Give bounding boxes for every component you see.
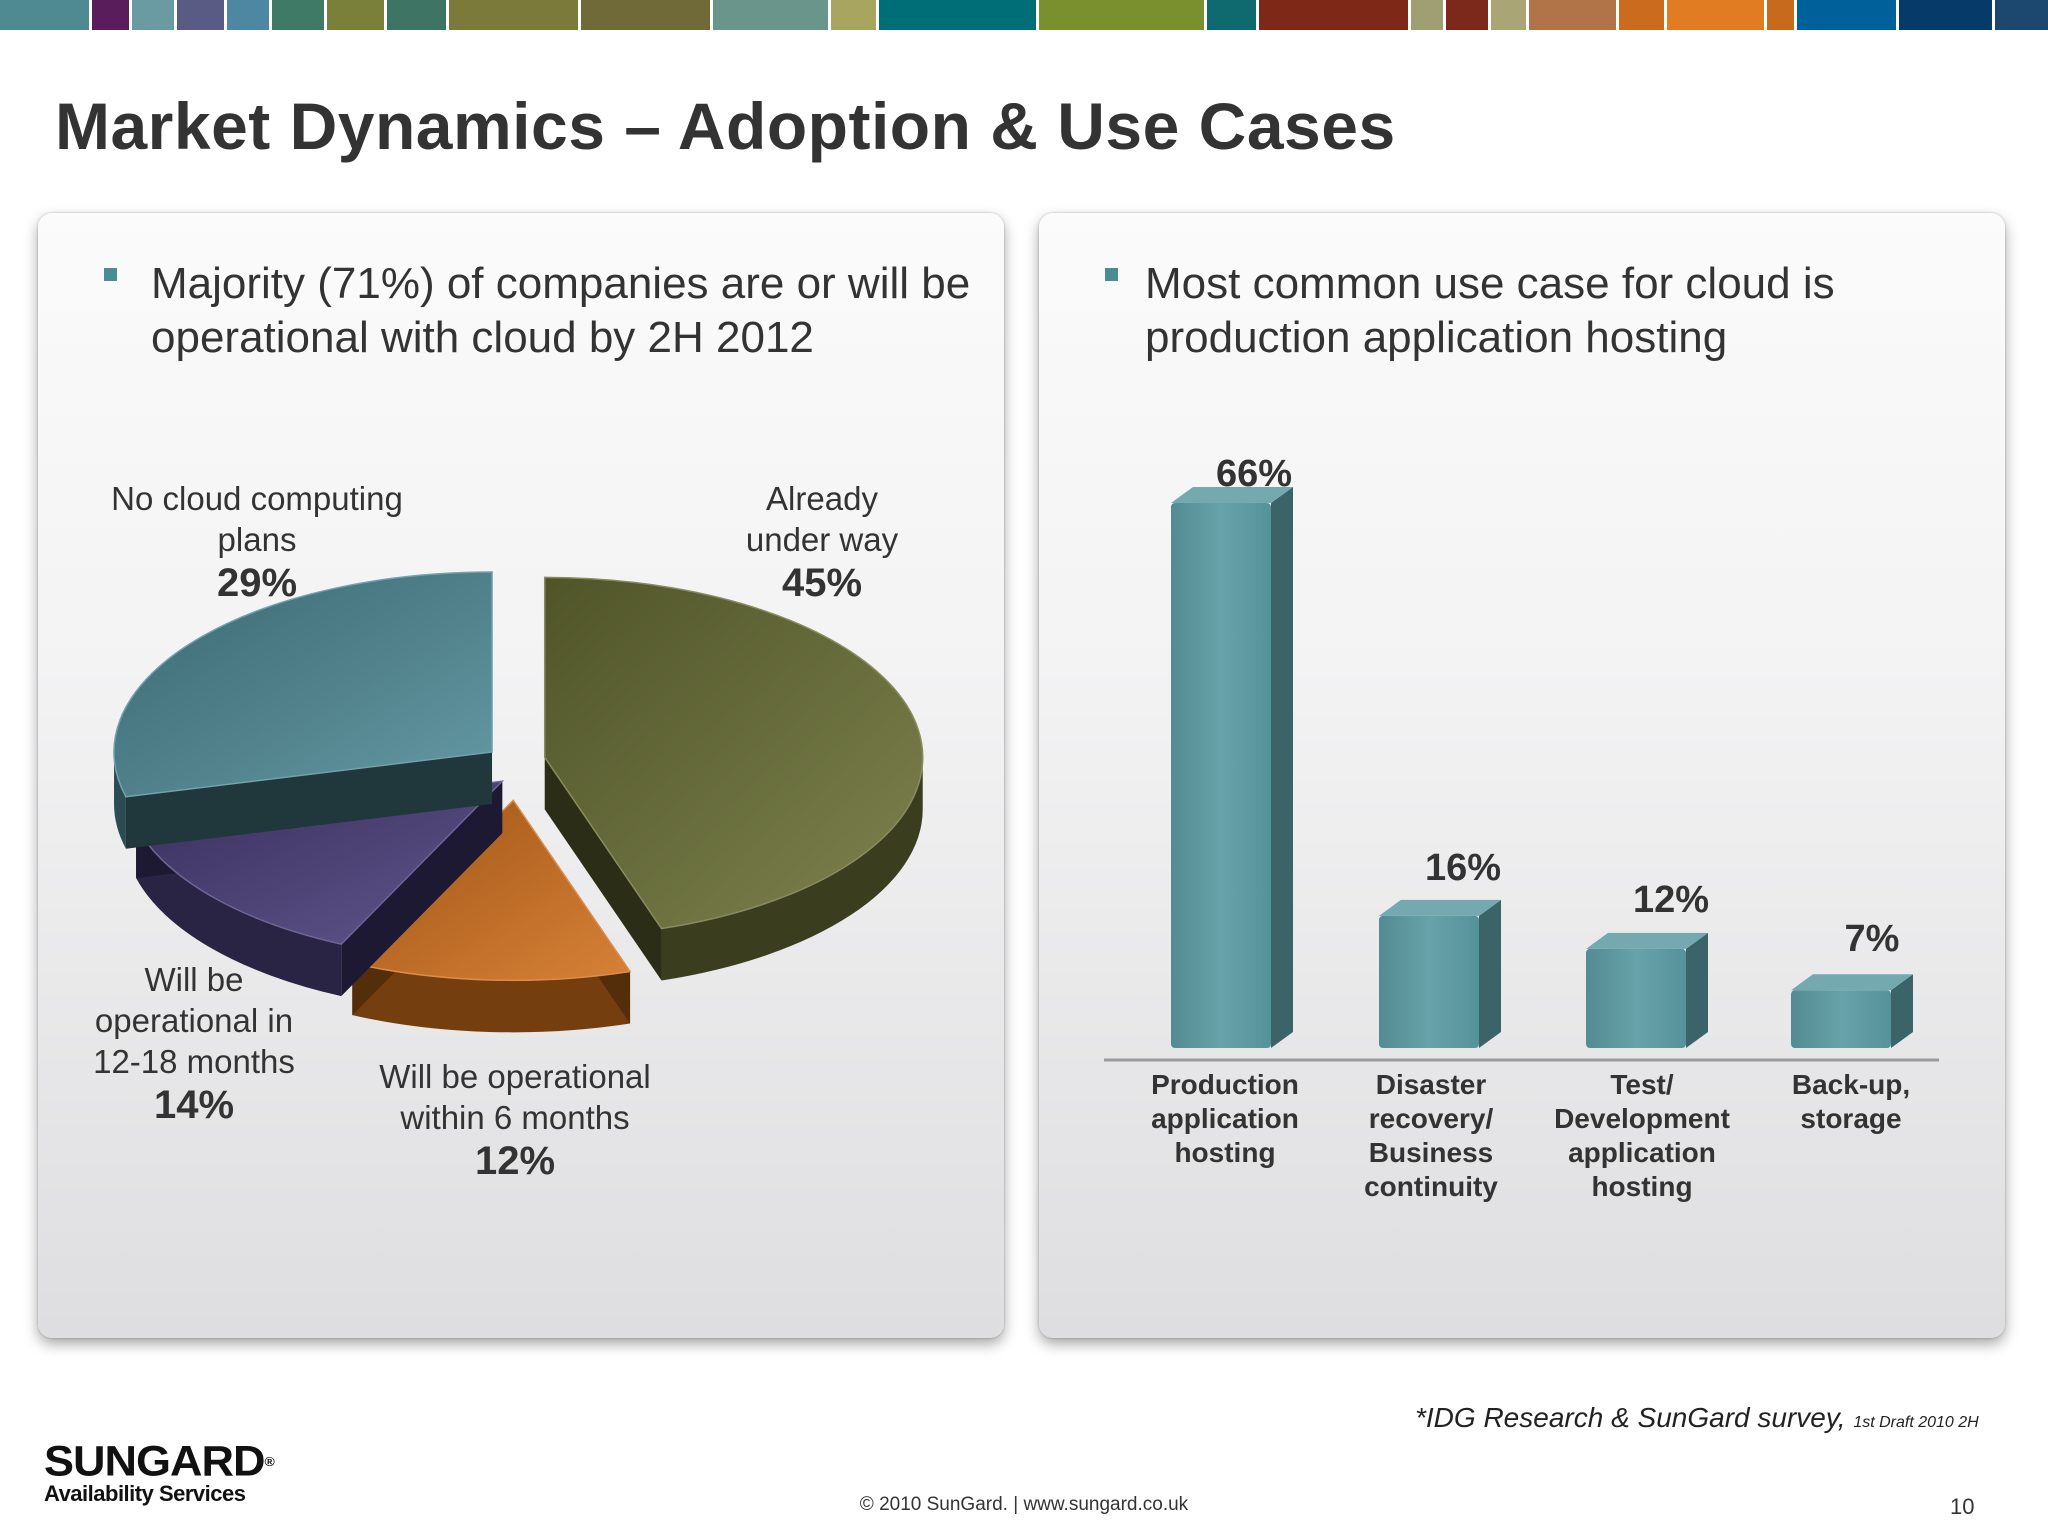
pie-label-no-cloud-text: No cloud computing plans xyxy=(111,480,403,558)
bar-front xyxy=(1586,948,1686,1048)
pie-label-already-value: 45% xyxy=(781,561,863,605)
pie-slice xyxy=(113,571,493,849)
bar-side xyxy=(1479,899,1501,1048)
bar-label-testdev: Test/ Development application hosting xyxy=(1554,1069,1730,1202)
top-color-stripe xyxy=(0,0,2048,30)
pie-slice-cut xyxy=(544,757,662,981)
stripe-segment xyxy=(1667,0,1764,30)
page-number: 10 xyxy=(1950,1494,1975,1519)
use-cases-panel: Most common use case for cloud is produc… xyxy=(1039,213,2005,1338)
stripe-segment xyxy=(831,0,876,30)
stripe-segment xyxy=(0,0,89,30)
pie-label-12-18-months-text: Will be operational in 12-18 months xyxy=(93,961,295,1080)
pie-label-already: Already under way 45% xyxy=(732,478,912,607)
source-text: *IDG Research & SunGard survey, xyxy=(1415,1402,1846,1433)
bar xyxy=(1379,899,1501,1048)
adoption-bullet-text: Majority (71%) of companies are or will … xyxy=(151,259,971,362)
bar-value-production: 66% xyxy=(1215,453,1293,495)
source-note: *IDG Research & SunGard survey, 1st Draf… xyxy=(1415,1402,1979,1434)
bar-label-disaster: Disaster recovery/ Business continuity xyxy=(1364,1069,1498,1202)
sungard-logo: SUNGARD® Availability Services xyxy=(44,1439,275,1506)
pie-label-no-cloud-value: 29% xyxy=(216,561,298,605)
logo-registered-mark: ® xyxy=(264,1453,275,1469)
stripe-segment xyxy=(1619,0,1664,30)
logo-subtitle: Availability Services xyxy=(44,1481,246,1506)
bar-top xyxy=(1586,932,1708,949)
bar-front xyxy=(1379,915,1479,1048)
stripe-segment xyxy=(1491,0,1526,30)
pie-label-no-cloud: No cloud computing plans 29% xyxy=(107,478,407,607)
stripe-segment xyxy=(327,0,384,30)
stripe-segment xyxy=(879,0,1036,30)
pie-label-6-months-value: 12% xyxy=(474,1139,556,1183)
stripe-segment xyxy=(177,0,224,30)
bar-side xyxy=(1891,974,1913,1048)
bullet-marker xyxy=(104,268,117,281)
stripe-segment xyxy=(132,0,174,30)
pie-label-12-18-months-value: 14% xyxy=(153,1083,235,1127)
bar-top xyxy=(1791,974,1913,991)
bar xyxy=(1171,487,1293,1048)
bullet-marker xyxy=(1105,268,1118,281)
stripe-segment xyxy=(272,0,324,30)
logo-name: SUNGARD xyxy=(44,1436,266,1485)
pie-label-12-18-months: Will be operational in 12-18 months 14% xyxy=(89,959,299,1129)
slide-title: Market Dynamics – Adoption & Use Cases xyxy=(55,89,1396,163)
draft-note: 1st Draft 2010 2H xyxy=(1853,1414,1979,1431)
bar-label-backup: Back-up, storage xyxy=(1791,1069,1911,1134)
stripe-segment xyxy=(713,0,828,30)
stripe-segment xyxy=(1207,0,1256,30)
use-cases-bullet-text: Most common use case for cloud is produc… xyxy=(1145,259,1835,362)
use-cases-bar-chart xyxy=(1104,487,1939,1062)
pie-slice-top xyxy=(350,799,632,982)
bar xyxy=(1791,974,1913,1048)
stripe-segment xyxy=(1995,0,2048,30)
bar-top xyxy=(1171,487,1293,503)
stripe-segment xyxy=(581,0,710,30)
bar-front xyxy=(1791,990,1891,1048)
bar-value-backup: 7% xyxy=(1844,918,1900,960)
stripe-segment xyxy=(1529,0,1616,30)
bar-front xyxy=(1171,503,1271,1048)
bar xyxy=(1586,932,1708,1048)
pie-slice-side xyxy=(661,757,923,981)
bar-value-disaster: 16% xyxy=(1424,847,1502,889)
pie-slice-top xyxy=(543,576,924,930)
stripe-segment xyxy=(92,0,129,30)
stripe-segment xyxy=(1411,0,1443,30)
pie-label-6-months: Will be operational within 6 months 12% xyxy=(365,1056,665,1185)
pie-slice-top xyxy=(113,571,493,798)
bar-side xyxy=(1271,487,1293,1048)
bar-side xyxy=(1686,932,1708,1048)
stripe-segment xyxy=(1039,0,1204,30)
stripe-segment xyxy=(449,0,578,30)
stripe-segment xyxy=(1797,0,1896,30)
stripe-segment xyxy=(1446,0,1488,30)
adoption-pie-chart xyxy=(113,571,924,1033)
pie-slice xyxy=(543,576,924,981)
pie-label-already-text: Already under way xyxy=(745,480,899,558)
stripe-segment xyxy=(387,0,446,30)
bar-label-production: Production application hosting xyxy=(1151,1069,1299,1168)
stripe-segment xyxy=(1259,0,1408,30)
adoption-panel: Majority (71%) of companies are or will … xyxy=(38,213,1004,1338)
pie-slice-cut xyxy=(125,751,493,849)
pie-slice-side xyxy=(352,963,631,1033)
pie-label-6-months-text: Will be operational within 6 months xyxy=(379,1058,651,1136)
bar-top xyxy=(1379,899,1501,916)
bar-value-testdev: 12% xyxy=(1632,879,1710,921)
stripe-segment xyxy=(1899,0,1992,30)
stripe-segment xyxy=(1767,0,1794,30)
stripe-segment xyxy=(227,0,269,30)
footer-copyright: © 2010 SunGard. | www.sungard.co.uk xyxy=(859,1494,1189,1515)
